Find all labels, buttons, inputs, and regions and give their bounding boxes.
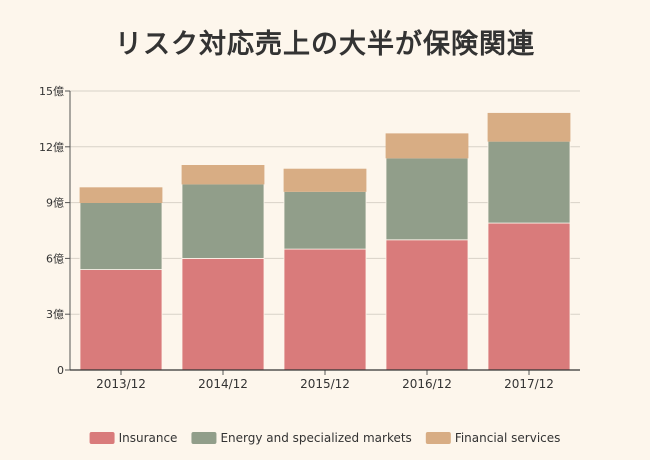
bar-segment [79,187,163,204]
bar-segment [487,222,571,371]
legend-swatch [425,432,451,444]
x-tick-label: 2016/12 [402,377,452,391]
bar-segment [487,112,571,142]
legend-swatch [191,432,217,444]
chart-title: リスク対応売上の大半が保険関連 [115,29,535,60]
bar-segment [283,248,367,371]
x-tick-label: 2013/12 [96,377,146,391]
bar-segment [79,202,163,270]
bar-segment [385,239,469,371]
bar-segment [487,140,571,224]
bar-segment [181,257,265,371]
bar-segment [385,133,469,159]
axis-layer: 0 3億 6億 9億 12億 15億 2013/12 2014/12 2015/12 2016/1… [39,85,580,391]
y-tick-label: 12億 [39,141,64,154]
bar-segment [181,183,265,259]
legend-label: Financial services [455,431,561,445]
y-tick-label: 6億 [46,252,64,265]
legend-label: Insurance [119,431,178,445]
bar-segment [283,168,367,192]
y-tick-label: 0 [57,364,64,377]
bar-layer [79,112,571,371]
x-tick-label: 2015/12 [300,377,350,391]
bar-segment [283,191,367,250]
bar-segment [385,157,469,241]
y-tick-label: 15億 [39,85,64,98]
x-tick-label: 2014/12 [198,377,248,391]
x-tick-label: 2017/12 [504,377,554,391]
y-tick-label: 9億 [46,197,64,210]
bar-segment [79,269,163,371]
legend-swatch [89,432,115,444]
legend-layer: Insurance Energy and specialized markets F… [89,431,561,445]
bar-segment [181,164,265,185]
legend-label: Energy and specialized markets [220,431,411,445]
y-tick-label: 3億 [46,308,64,321]
